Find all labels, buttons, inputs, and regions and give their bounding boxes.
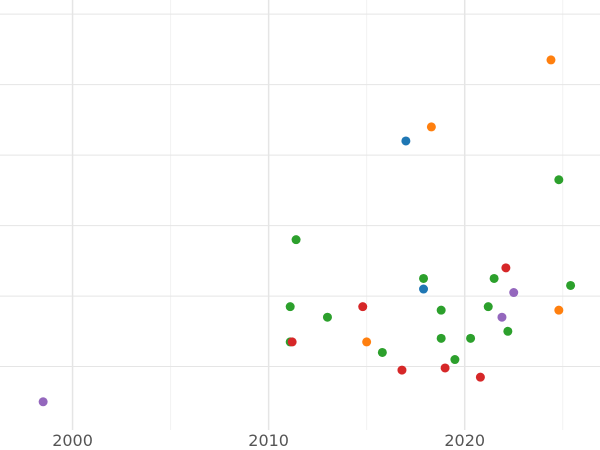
data-point (287, 337, 297, 347)
data-point (475, 372, 485, 382)
data-point (285, 302, 295, 312)
data-point (554, 175, 564, 185)
data-point (401, 136, 411, 146)
x-tick-label: 2000 (52, 431, 93, 450)
data-point (440, 363, 450, 373)
data-point (377, 347, 387, 357)
data-point (322, 312, 332, 322)
data-point (497, 312, 507, 322)
data-point (566, 280, 576, 290)
data-point (397, 365, 407, 375)
x-tick-label: 2010 (248, 431, 289, 450)
data-point (450, 355, 460, 365)
data-point (509, 288, 519, 298)
x-tick-label: 2020 (444, 431, 485, 450)
data-point (554, 305, 564, 315)
grid-lines (0, 0, 600, 430)
data-point (419, 284, 429, 294)
data-point (419, 273, 429, 283)
data-point (501, 263, 511, 273)
data-point (426, 122, 436, 132)
data-point (503, 326, 513, 336)
data-point (362, 337, 372, 347)
data-point (483, 302, 493, 312)
data-point (291, 235, 301, 245)
data-point (489, 273, 499, 283)
data-point (546, 55, 556, 65)
x-axis-tick-labels: 2000 2010 2020 (52, 431, 485, 450)
data-point (436, 305, 446, 315)
data-points (38, 55, 576, 407)
data-point (358, 302, 368, 312)
data-point (38, 397, 48, 407)
data-point (466, 333, 476, 343)
data-point (436, 333, 446, 343)
plot-background (0, 0, 600, 430)
